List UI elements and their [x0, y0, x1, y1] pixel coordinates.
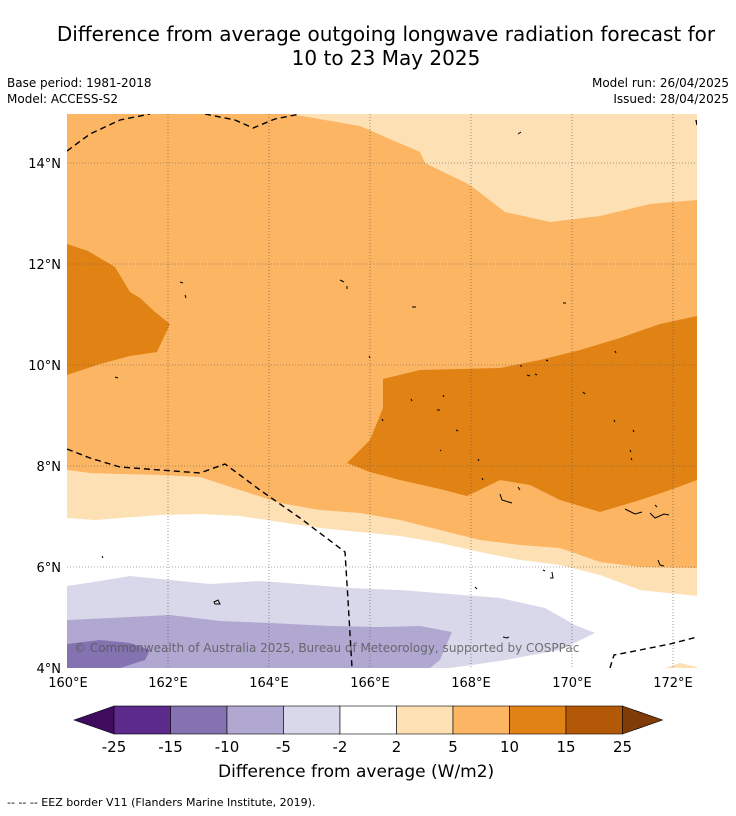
colorbar-tick-labels: -25 -15 -10 -5 -2 2 5 10 15 25	[102, 738, 632, 756]
lon-labels: 160°E 162°E 164°E 166°E 168°E 170°E 172°…	[48, 676, 693, 691]
colorbar-tick-label: -10	[215, 738, 240, 756]
colorbar-tick-label: 5	[448, 738, 458, 756]
colorbar-tick-label: -25	[102, 738, 127, 756]
colorbar-extend-high	[622, 705, 664, 735]
gridlines	[67, 114, 697, 668]
lon-label-160e: 160°E	[48, 676, 88, 691]
lat-label-12n: 12°N	[28, 258, 61, 273]
colorbar-swatches	[73, 705, 664, 735]
colorbar-tick-label: -5	[276, 738, 291, 756]
meta-left: Base period: 1981-2018 Model: ACCESS-S2	[7, 75, 152, 107]
colorbar-swatch	[509, 705, 567, 735]
lat-label-4n: 4°N	[37, 662, 62, 677]
title-line-1: Difference from average outgoing longwav…	[56, 22, 716, 46]
colorbar-swatch	[339, 705, 397, 735]
map-panel: 14°N 12°N 10°N 8°N 6°N 4°N 160°E 162°E 1…	[28, 114, 697, 691]
colorbar-tick-label: 10	[500, 738, 519, 756]
colorbar-tick-label: -15	[158, 738, 183, 756]
region-dark-purple	[67, 640, 150, 668]
colorbar-extend-low	[73, 705, 115, 735]
colorbar-swatch	[283, 705, 341, 735]
lon-label-168e: 168°E	[451, 676, 491, 691]
colorbar-swatch	[226, 705, 284, 735]
base-period-text: Base period: 1981-2018	[7, 76, 152, 90]
colorbar-tick-label: 25	[613, 738, 632, 756]
lon-label-170e: 170°E	[552, 676, 592, 691]
lat-label-14n: 14°N	[28, 157, 61, 172]
region-dark-orange-west	[67, 244, 170, 375]
eez-border	[67, 114, 697, 668]
colorbar-tick-label: 15	[556, 738, 575, 756]
meta-right: Model run: 26/04/2025 Issued: 28/04/2025	[592, 75, 729, 107]
region-medium-purple	[67, 615, 452, 668]
eez-legend-footer: -- -- -- EEZ border V11 (Flanders Marine…	[7, 796, 316, 809]
lat-labels: 14°N 12°N 10°N 8°N 6°N 4°N	[28, 157, 61, 677]
lon-label-172e: 172°E	[653, 676, 693, 691]
colorbar-swatch	[396, 705, 454, 735]
model-text: Model: ACCESS-S2	[7, 92, 119, 106]
lat-label-10n: 10°N	[28, 359, 61, 374]
colorbar-tick-label: 2	[392, 738, 402, 756]
colorbar-swatch	[565, 705, 623, 735]
region-dark-orange-east	[347, 316, 697, 512]
lon-label-164e: 164°E	[249, 676, 289, 691]
lat-label-8n: 8°N	[37, 460, 62, 475]
issued-text: Issued: 28/04/2025	[613, 92, 729, 106]
title-line-2: 10 to 23 May 2025	[291, 46, 481, 70]
copyright-text: © Commonwealth of Australia 2025, Bureau…	[74, 641, 580, 655]
lon-label-162e: 162°E	[148, 676, 188, 691]
colorbar-tick-label: -2	[333, 738, 348, 756]
model-run-text: Model run: 26/04/2025	[591, 76, 729, 90]
colorbar-title: Difference from average (W/m2)	[218, 762, 495, 782]
colorbar-swatch	[113, 705, 171, 735]
colorbar-swatch	[170, 705, 228, 735]
lat-label-6n: 6°N	[37, 561, 62, 576]
islands	[101, 131, 670, 639]
chart-title: Difference from average outgoing longwav…	[0, 22, 736, 70]
colorbar-swatch	[452, 705, 510, 735]
lon-label-166e: 166°E	[350, 676, 390, 691]
